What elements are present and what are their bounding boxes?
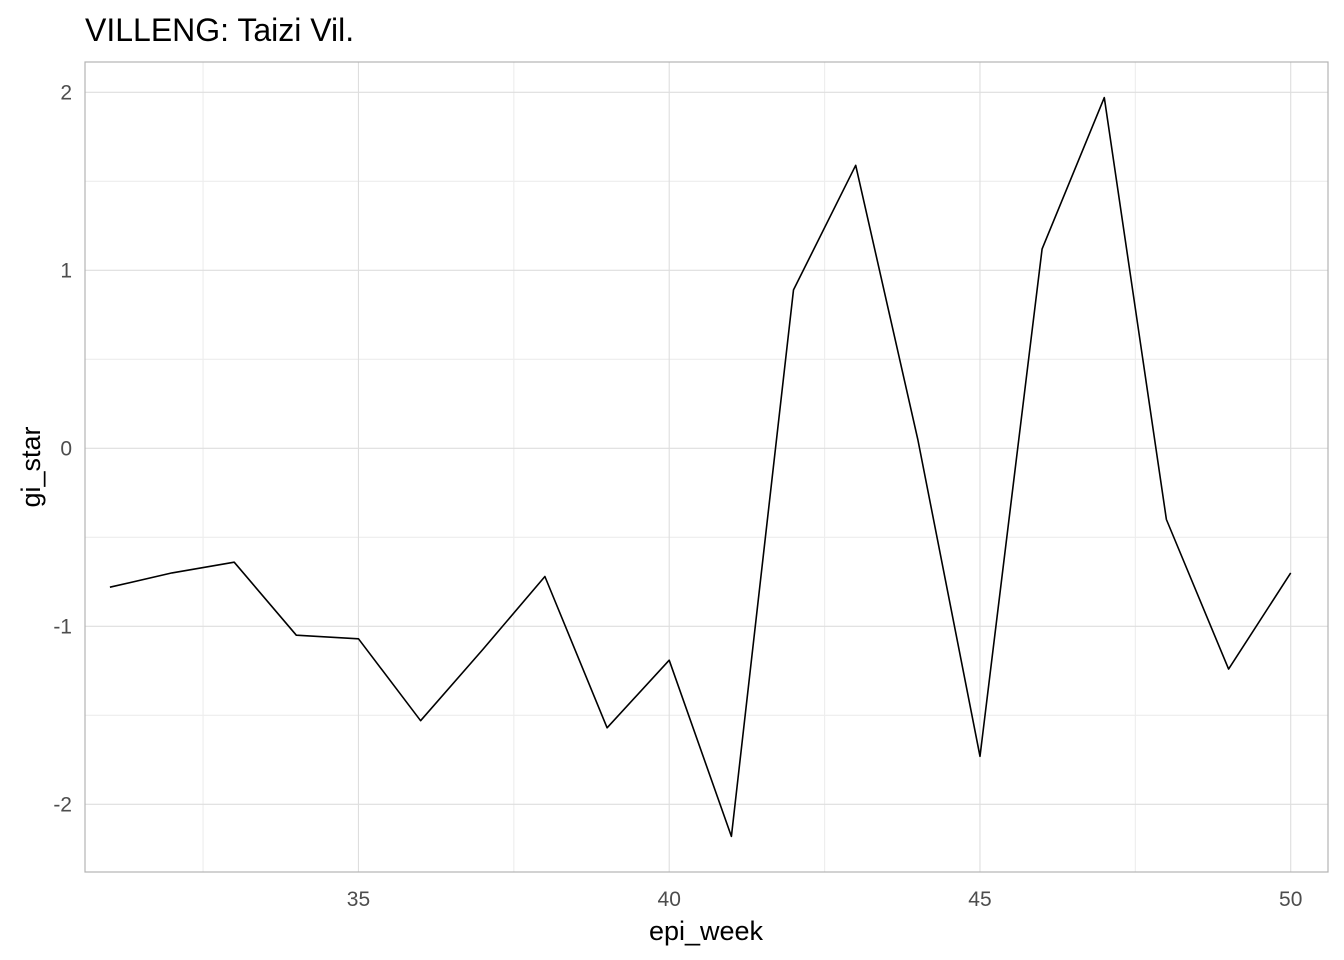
y-tick-label: 1 [60, 259, 72, 282]
y-tick-label: -2 [53, 793, 72, 816]
x-axis-title: epi_week [649, 916, 764, 946]
panel-border [84, 61, 1329, 873]
x-tick-label: 45 [968, 888, 991, 911]
x-axis-ticks: 35 40 45 50 [347, 888, 1303, 911]
gridlines [85, 62, 1328, 872]
x-tick-label: 35 [347, 888, 370, 911]
x-tick-label: 50 [1279, 888, 1302, 911]
y-tick-label: 2 [60, 81, 72, 104]
x-tick-label: 40 [658, 888, 681, 911]
chart-title: VILLENG: Taizi Vil. [85, 12, 354, 48]
y-axis-ticks: -2 -1 0 1 2 [53, 81, 72, 816]
y-axis-title: gi_star [16, 426, 46, 507]
y-tick-label: 0 [60, 437, 72, 460]
series-line [109, 96, 1292, 838]
y-tick-label: -1 [53, 615, 72, 638]
